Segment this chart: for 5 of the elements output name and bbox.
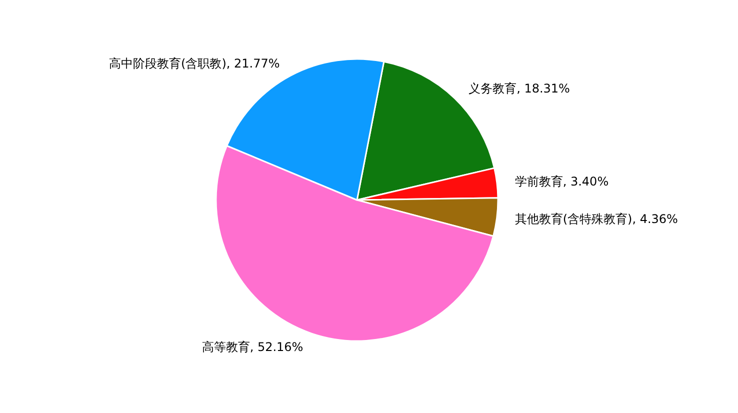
slice-label: 义务教育, 18.31% [468,82,570,96]
slice-label: 学前教育, 3.40% [514,174,609,188]
slice-label: 其他教育(含特殊教育), 4.36% [514,212,678,226]
slice-label: 高等教育, 52.16% [202,340,304,354]
slice-label: 高中阶段教育(含职教), 21.77% [109,56,280,71]
